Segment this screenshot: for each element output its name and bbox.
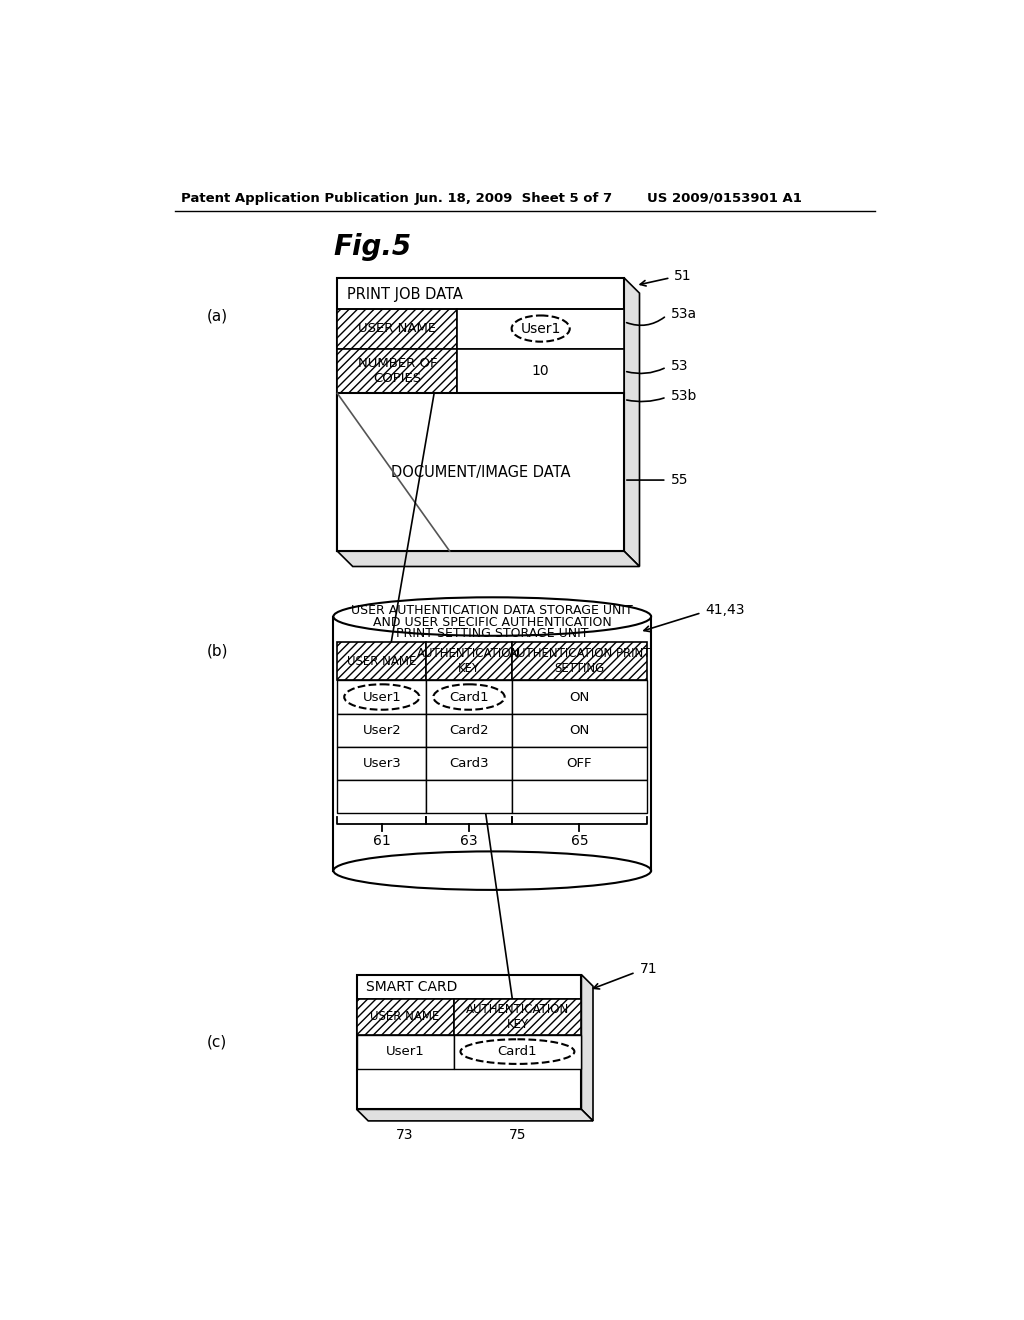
Ellipse shape <box>334 851 651 890</box>
Text: 73: 73 <box>396 1127 414 1142</box>
Bar <box>426 780 512 813</box>
Text: 53a: 53a <box>671 308 696 321</box>
Bar <box>337 681 426 714</box>
Text: User1: User1 <box>386 1045 424 1059</box>
Text: Card1: Card1 <box>450 690 488 704</box>
Text: 75: 75 <box>509 1127 526 1142</box>
Text: 61: 61 <box>373 834 391 849</box>
Bar <box>356 1035 454 1069</box>
Bar <box>426 681 512 714</box>
Text: PRINT JOB DATA: PRINT JOB DATA <box>346 288 463 302</box>
Bar <box>458 309 624 348</box>
Text: 51: 51 <box>675 269 692 284</box>
Text: USER NAME: USER NAME <box>358 322 436 335</box>
Text: NUMBER OF
COPIES: NUMBER OF COPIES <box>357 356 437 385</box>
Polygon shape <box>582 974 593 1121</box>
Bar <box>426 714 512 747</box>
Text: Fig.5: Fig.5 <box>334 232 412 261</box>
Bar <box>512 681 647 714</box>
Text: AUTHENTICATION
KEY: AUTHENTICATION KEY <box>418 647 520 676</box>
Text: (a): (a) <box>207 309 227 323</box>
Text: User2: User2 <box>362 723 401 737</box>
Bar <box>356 999 454 1035</box>
Text: (b): (b) <box>207 644 228 659</box>
Text: ON: ON <box>569 723 590 737</box>
Text: 55: 55 <box>671 473 688 487</box>
Text: 53: 53 <box>671 359 688 372</box>
Text: 71: 71 <box>640 962 657 977</box>
Text: (c): (c) <box>207 1035 227 1049</box>
Bar <box>337 747 426 780</box>
Text: SMART CARD: SMART CARD <box>366 979 458 994</box>
Text: 65: 65 <box>570 834 588 849</box>
Bar <box>334 616 651 871</box>
Bar <box>512 747 647 780</box>
Bar <box>458 348 624 393</box>
Text: 10: 10 <box>531 364 550 378</box>
Text: Patent Application Publication: Patent Application Publication <box>180 191 409 205</box>
Bar <box>337 277 624 552</box>
Text: US 2009/0153901 A1: US 2009/0153901 A1 <box>647 191 802 205</box>
Text: Card1: Card1 <box>498 1045 538 1059</box>
Bar <box>454 1035 582 1069</box>
Bar <box>337 393 624 552</box>
Text: USER NAME: USER NAME <box>347 655 417 668</box>
Bar <box>337 780 426 813</box>
Bar <box>337 348 458 393</box>
Text: User1: User1 <box>362 690 401 704</box>
Text: AUTHENTICATION
KEY: AUTHENTICATION KEY <box>466 1003 569 1031</box>
Text: 63: 63 <box>460 834 478 849</box>
Bar <box>512 642 647 681</box>
Text: Card2: Card2 <box>450 723 488 737</box>
Bar <box>337 642 426 681</box>
Bar <box>512 714 647 747</box>
Bar <box>356 974 582 1109</box>
Bar <box>426 747 512 780</box>
Text: AUTHENTICATION PRINT
SETTING: AUTHENTICATION PRINT SETTING <box>509 647 650 676</box>
Text: User3: User3 <box>362 756 401 770</box>
Bar <box>337 714 426 747</box>
Polygon shape <box>624 277 640 566</box>
Bar <box>337 309 458 348</box>
Ellipse shape <box>334 597 651 636</box>
Text: Card3: Card3 <box>450 756 488 770</box>
Text: DOCUMENT/IMAGE DATA: DOCUMENT/IMAGE DATA <box>391 465 570 479</box>
Text: User1: User1 <box>520 322 561 335</box>
Polygon shape <box>356 1109 593 1121</box>
Text: OFF: OFF <box>566 756 592 770</box>
Text: Jun. 18, 2009  Sheet 5 of 7: Jun. 18, 2009 Sheet 5 of 7 <box>415 191 613 205</box>
Text: 41,43: 41,43 <box>706 603 744 618</box>
Text: USER NAME: USER NAME <box>371 1010 439 1023</box>
Text: AND USER SPECIFIC AUTHENTICATION: AND USER SPECIFIC AUTHENTICATION <box>373 616 611 630</box>
Text: USER AUTHENTICATION DATA STORAGE UNIT: USER AUTHENTICATION DATA STORAGE UNIT <box>351 603 633 616</box>
Polygon shape <box>337 552 640 566</box>
Bar <box>454 999 582 1035</box>
Text: 53b: 53b <box>671 388 697 403</box>
Bar <box>512 780 647 813</box>
Bar <box>426 642 512 681</box>
Text: PRINT SETTING STORAGE UNIT: PRINT SETTING STORAGE UNIT <box>396 627 589 640</box>
Text: ON: ON <box>569 690 590 704</box>
